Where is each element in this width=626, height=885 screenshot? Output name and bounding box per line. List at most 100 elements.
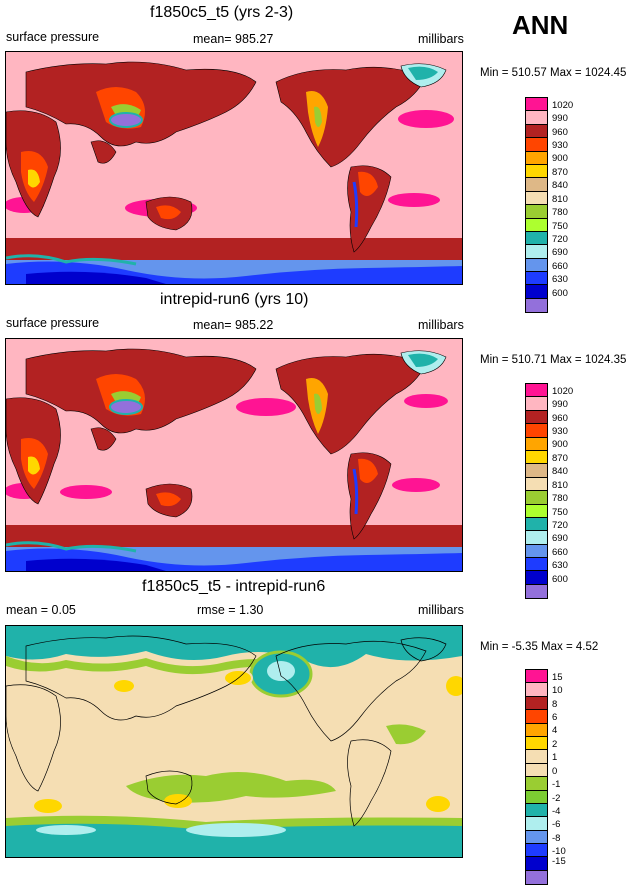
colorbar-label: 1 [552,752,558,763]
south-america [347,165,392,253]
colorbar-swatch [526,231,547,246]
colorbar-swatch [526,410,547,425]
colorbar-label: 930 [552,140,568,151]
colorbar-label: -4 [552,806,561,817]
colorbar-swatch [526,285,547,299]
eurasia [25,635,257,721]
panel3-map [5,625,463,858]
southern-ocean-band [6,238,462,260]
colorbar-label: 960 [552,413,568,424]
colorbar-label: 900 [552,153,568,164]
colorbar-label: 810 [552,480,568,491]
colorbar-label: 990 [552,113,568,124]
tibetan-plateau [109,112,143,128]
panel1-map [5,51,463,285]
north-america [275,640,427,742]
colorbar-label: 0 [552,766,558,777]
high-pressure-cell [392,478,440,492]
colorbar-label: 840 [552,180,568,191]
southern-ocean-band [6,823,462,857]
panel3-minmax: Min = -5.35 Max = 4.52 [480,641,599,653]
colorbar-label: 15 [552,672,563,683]
high-pressure-cell [388,193,440,207]
greenland [400,637,447,662]
colorbar-label: 930 [552,426,568,437]
panel3-units: millibars [418,603,464,617]
colorbar-label: 1020 [552,100,574,111]
colorbar-label: 660 [552,547,568,558]
colorbar-swatch [526,777,547,791]
panel1-variable: surface pressure [6,30,100,44]
high-pressure-cell [60,485,112,499]
colorbar-label: 10 [552,685,563,696]
colorbar-swatch [526,517,547,532]
colorbar-label: 6 [552,712,558,723]
colorbar-swatch [526,205,547,219]
colorbar-swatch [526,763,547,778]
colorbar-swatch [526,571,547,585]
colorbar-swatch [526,178,547,192]
colorbar-label: 870 [552,453,568,464]
colorbar-swatch [526,272,547,286]
colorbar-label: 720 [552,520,568,531]
colorbar-label: 600 [552,574,568,585]
colorbar-label: 750 [552,221,568,232]
panel2-title: intrepid-run6 (yrs 10) [160,291,309,308]
colorbar-swatch [526,397,547,411]
colorbar-swatch [526,124,547,139]
colorbar-swatch [526,437,547,451]
panel3-mean: mean = 0.05 [6,603,76,617]
panel2-minmax: Min = 510.71 Max = 1024.35 [480,354,626,366]
panel3-title: f1850c5_t5 - intrepid-run6 [142,578,326,595]
high-pressure-cell [404,394,448,408]
south-america [347,739,392,827]
diff-region-positive [114,680,134,692]
colorbar-swatch [526,750,547,764]
season-label: ANN [512,10,569,40]
colorbar-swatch [526,790,547,804]
panel1-minmax: Min = 510.57 Max = 1024.45 [480,67,626,79]
colorbar-label: 990 [552,399,568,410]
colorbar-label: -10 [552,846,566,857]
colorbar-swatch [526,111,547,125]
colorbar-label: -1 [552,779,561,790]
colorbar-label: 780 [552,207,568,218]
colorbar-swatch [526,424,547,438]
south-america [347,452,392,540]
panel1-title: f1850c5_t5 (yrs 2-3) [150,4,294,21]
colorbar-swatch [526,164,547,179]
panel3-colorbar [525,669,548,885]
colorbar-label: -15 [552,856,566,867]
colorbar-swatch [526,683,547,697]
diff-region-positive [164,794,192,808]
colorbar-swatch [526,531,547,545]
colorbar-label: 1020 [552,386,574,397]
panel2-map [5,338,463,572]
panel1-colorbar [525,97,548,314]
colorbar-label: -6 [552,819,561,830]
panel1-mean: mean= 985.27 [193,32,274,46]
colorbar-label: 870 [552,167,568,178]
colorbar-label: 780 [552,493,568,504]
colorbar-swatch [526,258,547,273]
panel2-variable: surface pressure [6,316,100,330]
panel1-units: millibars [418,32,464,46]
colorbar-swatch [526,504,547,518]
colorbar-swatch [526,844,547,858]
colorbar-swatch [526,138,547,152]
colorbar-swatch [526,151,547,165]
colorbar-label: 840 [552,466,568,477]
diff-region-positive [426,796,450,812]
africa [6,684,61,792]
colorbar-swatch [526,803,547,818]
colorbar-label: 810 [552,194,568,205]
colorbar-label: 2 [552,739,558,750]
high-pressure-cell [236,398,296,416]
colorbar-label: 630 [552,560,568,571]
colorbar-label: -2 [552,793,561,804]
colorbar-swatch [526,723,547,737]
colorbar-swatch [526,298,547,313]
colorbar-swatch [526,830,547,845]
panel2-colorbar [525,383,548,600]
tibetan-plateau [109,399,143,415]
